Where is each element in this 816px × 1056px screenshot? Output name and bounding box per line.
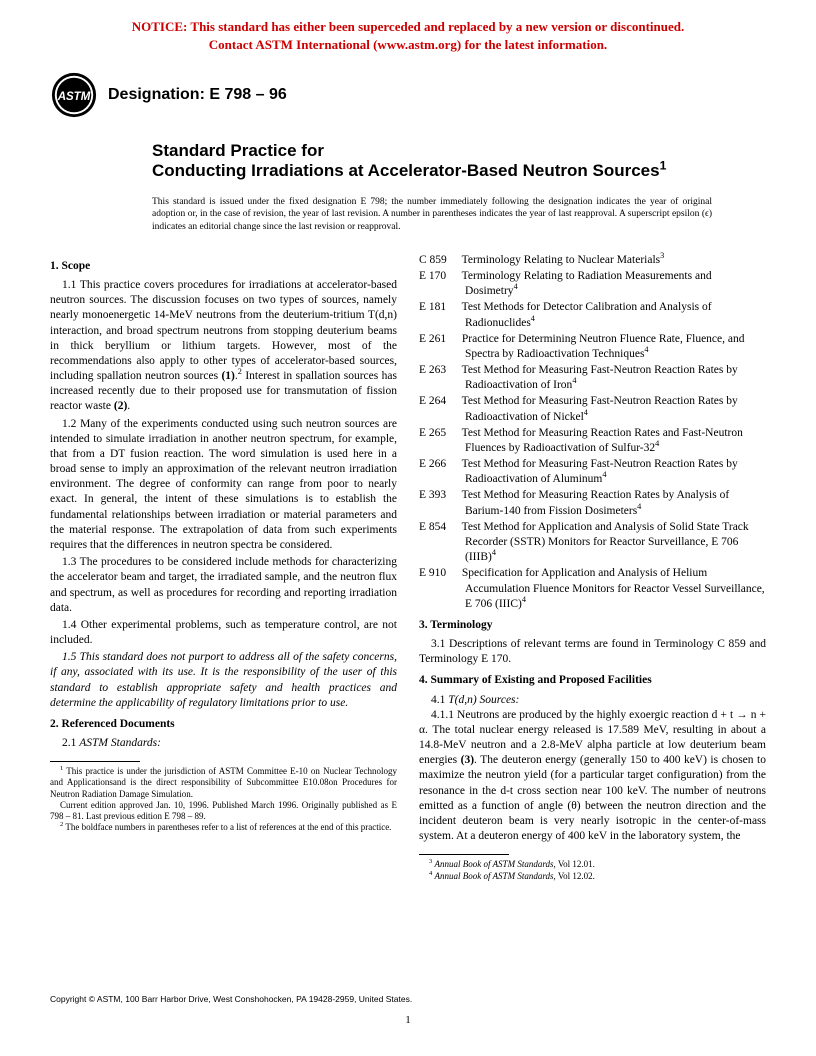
footnote-4-it: Annual Book of ASTM Standards bbox=[434, 871, 553, 881]
ref-item: E 266 Test Method for Measuring Fast-Neu… bbox=[419, 457, 766, 487]
terminology-heading: 3. Terminology bbox=[419, 618, 766, 633]
ref-item: E 393 Test Method for Measuring Reaction… bbox=[419, 488, 766, 518]
astm-logo-icon: ASTM bbox=[50, 71, 98, 119]
footnote-3-vol: , Vol 12.01. bbox=[553, 859, 594, 869]
ref-item: E 181 Test Methods for Detector Calibrat… bbox=[419, 300, 766, 330]
scope-heading: 1. Scope bbox=[50, 259, 397, 274]
summary-sub: 4.1 T(d,n) Sources: bbox=[419, 693, 766, 708]
title-main-text: Conducting Irradiations at Accelerator-B… bbox=[152, 161, 660, 180]
title-block: Standard Practice for Conducting Irradia… bbox=[152, 141, 712, 182]
scope-1-1a: 1.1 This practice covers procedures for … bbox=[50, 279, 397, 382]
summary-4-1-1: 4.1.1 Neutrons are produced by the highl… bbox=[419, 708, 766, 845]
scope-1-3: 1.3 The procedures to be considered incl… bbox=[50, 555, 397, 616]
refdoc-sub: 2.1 ASTM Standards: bbox=[50, 736, 397, 751]
notice-banner: NOTICE: This standard has either been su… bbox=[0, 0, 816, 53]
notice-line2: Contact ASTM International (www.astm.org… bbox=[209, 37, 607, 52]
refdoc-heading: 2. Referenced Documents bbox=[50, 717, 397, 732]
ref-item: E 264 Test Method for Measuring Fast-Neu… bbox=[419, 394, 766, 424]
scope-1-4: 1.4 Other experimental problems, such as… bbox=[50, 618, 397, 648]
page-number: 1 bbox=[0, 1014, 816, 1026]
header-row: ASTM Designation: E 798 – 96 bbox=[50, 71, 816, 119]
svg-text:ASTM: ASTM bbox=[57, 91, 91, 103]
summary-sub-num: 4.1 bbox=[431, 694, 448, 706]
ref-item: E 170 Terminology Relating to Radiation … bbox=[419, 269, 766, 299]
terminology-3-1: 3.1 Descriptions of relevant terms are f… bbox=[419, 637, 766, 667]
refdoc-sub-title: ASTM Standards: bbox=[79, 737, 161, 749]
body-columns: 1. Scope 1.1 This practice covers proced… bbox=[50, 253, 766, 882]
footnote-4: 4 Annual Book of ASTM Standards, Vol 12.… bbox=[419, 871, 766, 882]
ref-item: E 263 Test Method for Measuring Fast-Neu… bbox=[419, 363, 766, 393]
ref-item: C 859 Terminology Relating to Nuclear Ma… bbox=[419, 253, 766, 268]
title-sup: 1 bbox=[660, 159, 667, 173]
footnote-2: 2 The boldface numbers in parentheses re… bbox=[50, 822, 397, 833]
footnote-3-it: Annual Book of ASTM Standards bbox=[434, 859, 553, 869]
summary-4-1-1b: The deuteron energy (generally 150 to 40… bbox=[419, 754, 766, 842]
footnote-3: 3 Annual Book of ASTM Standards, Vol 12.… bbox=[419, 859, 766, 870]
scope-1-1: 1.1 This practice covers procedures for … bbox=[50, 278, 397, 415]
title-pre: Standard Practice for bbox=[152, 141, 712, 161]
title-main: Conducting Irradiations at Accelerator-B… bbox=[152, 161, 712, 181]
copyright-line: Copyright © ASTM, 100 Barr Harbor Drive,… bbox=[50, 994, 412, 1004]
scope-1-2: 1.2 Many of the experiments conducted us… bbox=[50, 417, 397, 554]
footnote-4-vol: , Vol 12.02. bbox=[553, 871, 594, 881]
ref-item: E 261 Practice for Determining Neutron F… bbox=[419, 332, 766, 362]
notice-line1: NOTICE: This standard has either been su… bbox=[132, 19, 684, 34]
footnote-2-text: The boldface numbers in parentheses refe… bbox=[65, 822, 391, 832]
designation-label: Designation: E 798 – 96 bbox=[108, 86, 287, 104]
footnote-rule-left bbox=[50, 761, 140, 762]
summary-sub-title: T(d,n) Sources: bbox=[448, 694, 519, 706]
footnote-1-text: This practice is under the jurisdiction … bbox=[50, 766, 397, 799]
ref-item: E 910 Specification for Application and … bbox=[419, 566, 766, 612]
footnote-1: 1 This practice is under the jurisdictio… bbox=[50, 766, 397, 800]
issuance-note: This standard is issued under the fixed … bbox=[152, 196, 712, 233]
refdoc-sub-num: 2.1 bbox=[62, 737, 79, 749]
scope-1-5: 1.5 This standard does not purport to ad… bbox=[50, 650, 397, 711]
footnote-rule-right bbox=[419, 854, 509, 855]
ref-item: E 265 Test Method for Measuring Reaction… bbox=[419, 426, 766, 456]
left-column: 1. Scope 1.1 This practice covers proced… bbox=[50, 253, 397, 882]
ref-item: E 854 Test Method for Application and An… bbox=[419, 520, 766, 566]
summary-heading: 4. Summary of Existing and Proposed Faci… bbox=[419, 673, 766, 688]
ref-list: C 859 Terminology Relating to Nuclear Ma… bbox=[419, 253, 766, 612]
right-column: C 859 Terminology Relating to Nuclear Ma… bbox=[419, 253, 766, 882]
footnote-1b: Current edition approved Jan. 10, 1996. … bbox=[50, 800, 397, 823]
